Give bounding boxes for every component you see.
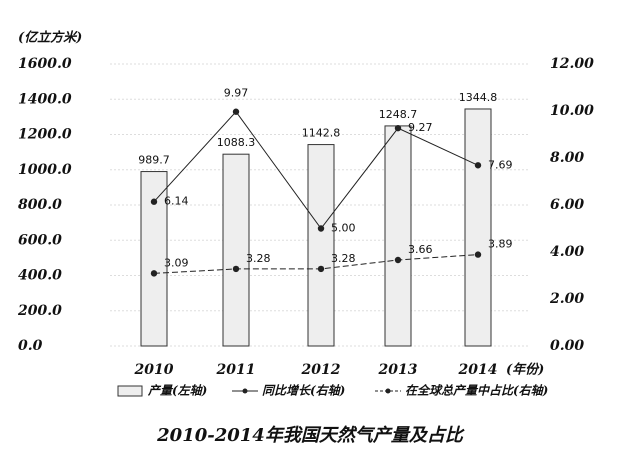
value-label: 3.28	[246, 252, 271, 265]
y2-tick-label: 12.00	[550, 56, 594, 72]
value-label: 1088.3	[217, 136, 256, 149]
x-tick-label: 2013	[378, 362, 418, 378]
y-tick-label: 1600.0	[18, 56, 72, 72]
point	[394, 124, 402, 132]
point	[232, 265, 240, 273]
x-tick-label: 2010	[134, 362, 174, 378]
point	[232, 108, 240, 115]
legend-label: 产量(左轴)	[147, 384, 207, 398]
legend-swatch	[385, 388, 391, 394]
point	[317, 265, 325, 273]
y-tick-label: 1000.0	[18, 162, 72, 178]
y2-tick-label: 4.00	[550, 244, 584, 260]
y-tick-label: 0.0	[18, 338, 43, 354]
point	[394, 256, 402, 264]
bar	[384, 125, 412, 347]
value-label: 3.89	[488, 238, 513, 251]
point	[474, 251, 482, 258]
value-label: 989.7	[138, 154, 170, 167]
y2-tick-label: 10.00	[550, 103, 594, 119]
chart-title: 2010-2014年我国天然气产量及占比	[156, 425, 465, 446]
value-label: 5.00	[331, 222, 356, 235]
y2-tick-label: 0.00	[550, 338, 584, 354]
y-tick-label: 200.0	[17, 303, 62, 319]
value-label: 7.69	[488, 158, 513, 171]
y2-tick-label: 8.00	[550, 150, 584, 166]
y2-tick-label: 6.00	[550, 197, 584, 213]
value-label: 3.28	[331, 252, 356, 265]
value-label: 1248.7	[379, 108, 418, 121]
y-tick-label: 1400.0	[18, 91, 72, 107]
x-tick-label: 2012	[301, 362, 341, 378]
value-label: 6.14	[164, 195, 189, 208]
y-axis-label: (亿立方米)	[18, 30, 82, 46]
legend-label: 同比增长(右轴)	[262, 384, 345, 398]
y-tick-label: 400.0	[18, 268, 62, 284]
y-tick-label: 600.0	[18, 232, 62, 248]
y-tick-label: 1200.0	[18, 127, 72, 143]
legend-swatch	[117, 385, 143, 397]
legend-label: 在全球总产量中占比(右轴)	[405, 384, 548, 398]
value-label: 1142.8	[302, 127, 341, 140]
y2-tick-label: 2.00	[549, 291, 584, 307]
bar	[222, 153, 250, 347]
point	[317, 225, 325, 232]
y-tick-label: 800.0	[18, 197, 62, 213]
bar	[140, 171, 168, 347]
point	[474, 162, 482, 169]
x-axis-label: (年份)	[506, 362, 544, 378]
legend-swatch	[242, 388, 248, 394]
x-tick-label: 2014	[458, 362, 498, 378]
bar	[464, 108, 492, 347]
point	[150, 270, 158, 277]
point	[150, 198, 158, 205]
value-label: 9.97	[224, 87, 249, 100]
x-tick-label: 2011	[216, 362, 256, 378]
value-label: 3.66	[408, 243, 433, 256]
value-label: 9.27	[408, 121, 433, 134]
value-label: 3.09	[164, 256, 189, 269]
bar	[307, 144, 335, 347]
value-label: 1344.8	[459, 91, 498, 104]
